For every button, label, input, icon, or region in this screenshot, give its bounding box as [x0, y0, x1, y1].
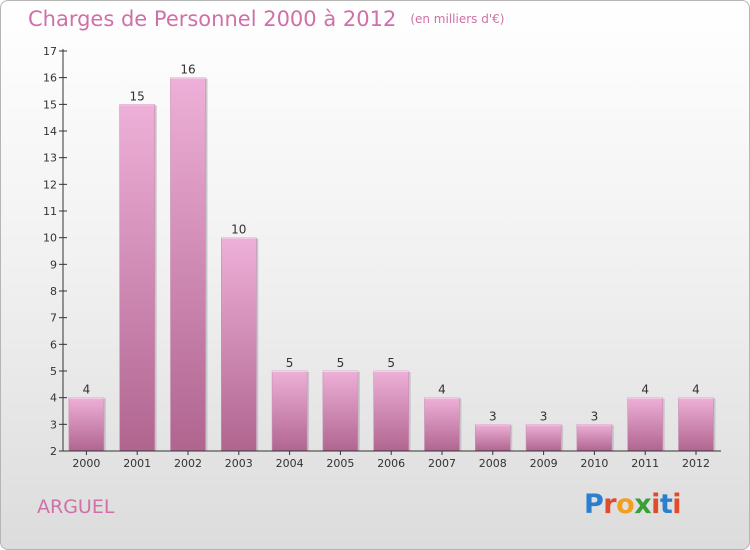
y-tick-label: 8 [50, 285, 57, 298]
proxiti-logo: Proxiti [584, 489, 682, 520]
commune-name: ARGUEL [37, 496, 115, 518]
bar [119, 104, 155, 452]
bar [221, 237, 257, 452]
x-tick-label: 2003 [225, 457, 253, 470]
bar [322, 370, 359, 452]
bar [474, 424, 511, 452]
bar-value-label: 3 [540, 409, 548, 423]
logo-letter: x [634, 489, 652, 520]
y-tick-label: 4 [50, 392, 57, 405]
chart-title: Charges de Personnel 2000 à 2012 (en mill… [28, 7, 504, 31]
x-tick-label: 2005 [326, 457, 354, 470]
y-tick-label: 2 [50, 445, 57, 458]
y-tick-label: 3 [50, 418, 57, 431]
x-tick-label: 2010 [580, 457, 608, 470]
bar [373, 370, 410, 452]
x-tick-label: 2008 [479, 457, 507, 470]
bar-value-label: 5 [387, 356, 395, 370]
x-tick-label: 2009 [530, 457, 558, 470]
logo-letter: i [651, 489, 660, 520]
bar-value-label: 4 [83, 383, 91, 397]
y-tick-label: 13 [43, 152, 57, 165]
bar-value-label: 10 [231, 223, 246, 237]
bar-value-label: 16 [180, 63, 195, 77]
y-tick-label: 16 [43, 72, 57, 85]
y-tick-label: 12 [43, 178, 57, 191]
bar-value-label: 3 [591, 409, 599, 423]
y-tick-label: 5 [50, 365, 57, 378]
x-tick-label: 2002 [174, 457, 202, 470]
chart-title-text: Charges de Personnel 2000 à 2012 [28, 7, 397, 31]
bar [170, 77, 206, 452]
x-tick-label: 2006 [377, 457, 405, 470]
y-tick-label: 7 [50, 312, 57, 325]
y-tick-label: 10 [43, 232, 57, 245]
logo-letter: i [672, 489, 682, 520]
bar-value-label: 3 [489, 409, 497, 423]
bar-value-label: 4 [438, 383, 446, 397]
x-tick-label: 2004 [276, 457, 304, 470]
logo-letter: t [659, 489, 673, 520]
y-tick-label: 17 [43, 45, 57, 58]
logo-letter: o [616, 489, 635, 520]
y-tick-label: 11 [43, 205, 57, 218]
bar-value-label: 5 [286, 356, 294, 370]
bar [576, 424, 613, 452]
bar [525, 424, 562, 452]
y-tick-label: 9 [50, 258, 57, 271]
bar [678, 397, 714, 452]
chart-unit: (en milliers d'€) [410, 12, 505, 26]
bar-value-label: 5 [337, 356, 345, 370]
bar-value-label: 4 [692, 383, 700, 397]
bar [627, 397, 664, 452]
bar-value-label: 4 [641, 383, 649, 397]
y-tick-label: 6 [50, 338, 57, 351]
y-tick-label: 14 [43, 125, 57, 138]
bar [424, 397, 460, 452]
x-tick-label: 2000 [72, 457, 100, 470]
y-tick-label: 15 [43, 98, 57, 111]
bar [68, 397, 105, 452]
x-tick-label: 2011 [631, 457, 659, 470]
bar [271, 370, 308, 452]
logo-letter: P [584, 489, 604, 520]
x-tick-label: 2012 [682, 457, 710, 470]
bar-value-label: 15 [130, 89, 145, 103]
x-tick-label: 2007 [428, 457, 456, 470]
logo-letter: r [603, 489, 617, 520]
x-tick-label: 2001 [123, 457, 151, 470]
